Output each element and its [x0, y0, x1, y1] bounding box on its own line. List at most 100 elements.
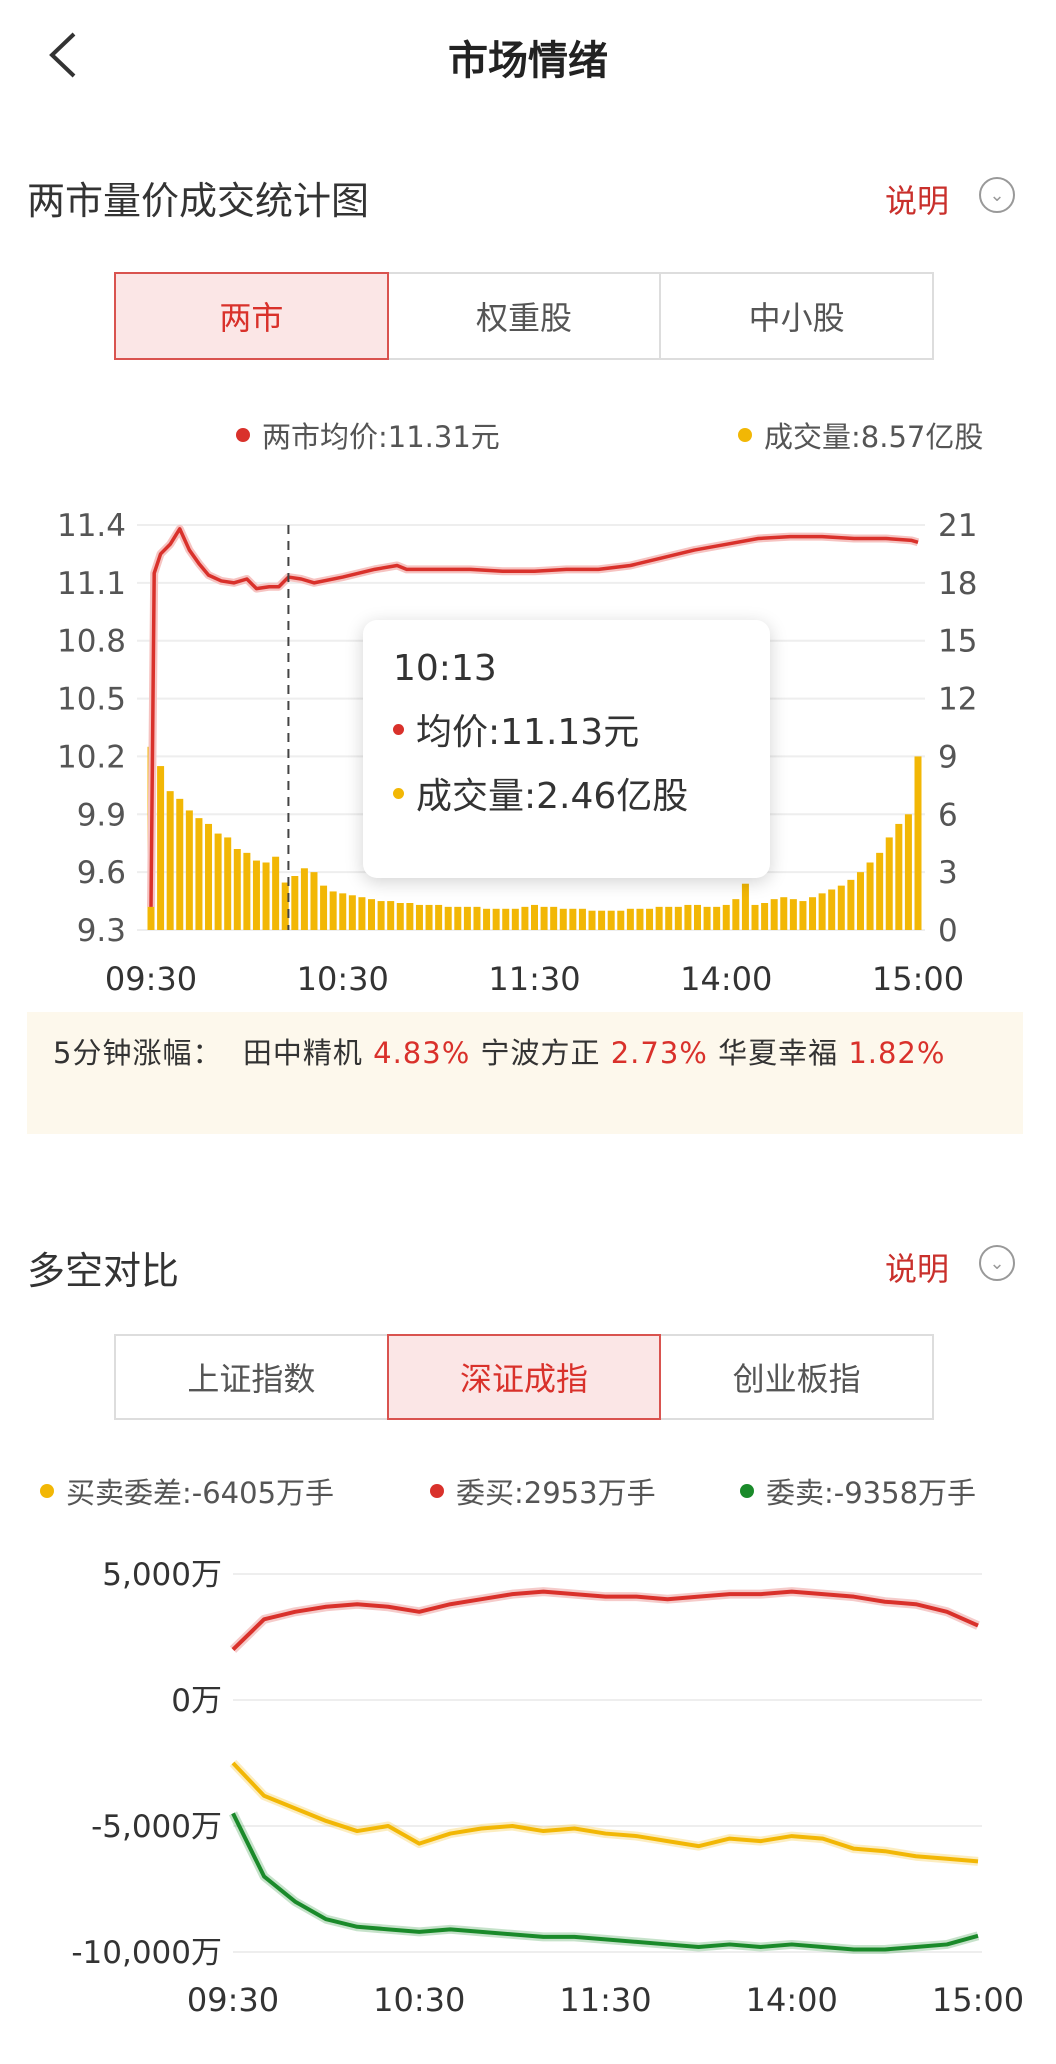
- x-tick-label: 11:30: [559, 1981, 651, 2019]
- volume-bar: [876, 852, 884, 930]
- gainer-change: 4.83%: [373, 1036, 471, 1070]
- five-minute-gainers-banner: 5分钟涨幅： 田中精机 4.83% 宁波方正 2.73% 华夏幸福 1.82%: [27, 1012, 1023, 1134]
- tab-two-markets[interactable]: 两市: [114, 272, 389, 360]
- volume-bar: [329, 891, 337, 930]
- y-left-tick-label: 9.3: [77, 913, 126, 949]
- y-left-tick-label: 10.5: [57, 682, 126, 718]
- volume-bar: [847, 879, 855, 930]
- volume-bar: [348, 895, 356, 930]
- section-title-volume-price: 两市量价成交统计图: [27, 179, 370, 223]
- volume-bar: [569, 908, 577, 930]
- volume-bar: [818, 893, 826, 930]
- volume-bar: [741, 883, 749, 930]
- volume-bar: [444, 906, 452, 930]
- y-left-tick-label: 9.9: [77, 797, 126, 833]
- volume-bar: [703, 906, 711, 930]
- volume-bar: [214, 833, 222, 930]
- volume-bar: [473, 906, 481, 930]
- volume-bar: [492, 908, 500, 930]
- y-right-tick-label: 0: [938, 913, 958, 949]
- tab-shanghai-index[interactable]: 上证指数: [114, 1334, 389, 1420]
- legend-price: 两市均价:11.31元: [236, 414, 500, 456]
- volume-bar: [665, 906, 673, 930]
- volume-bar: [521, 906, 529, 930]
- volume-bar: [598, 910, 606, 930]
- volume-price-chart[interactable]: 11.4 21 11.1 18 10.8 15 10.5 12 10.2 9 9.9 6 9.6 3 9.3…: [0, 0, 1056, 1010]
- y-right-tick-label: 18: [938, 566, 977, 602]
- gainer-name[interactable]: 田中精机: [242, 1036, 363, 1070]
- y-tick-label: 5,000万: [102, 1557, 222, 1593]
- volume-bar: [195, 818, 203, 930]
- chevron-down-icon[interactable]: ⌄: [979, 177, 1015, 213]
- y-right-tick-label: 15: [938, 624, 977, 660]
- gainer-change: 2.73%: [610, 1036, 708, 1070]
- volume-bar: [368, 899, 376, 930]
- chart-tooltip: 10:13 均价:11.13元 成交量:2.46亿股: [363, 620, 770, 878]
- volume-bar: [722, 904, 730, 930]
- gainer-name[interactable]: 宁波方正: [480, 1036, 601, 1070]
- long-short-chart[interactable]: 5,000万 0万 -5,000万 -10,000万 09:30 10:30 11:30 14…: [0, 1540, 1056, 2040]
- y-right-tick-label: 12: [938, 682, 977, 718]
- volume-bar: [732, 899, 740, 930]
- volume-bar: [358, 897, 366, 930]
- gainer-name[interactable]: 华夏幸福: [718, 1036, 839, 1070]
- volume-bar: [713, 906, 721, 930]
- chevron-down-icon[interactable]: ⌄: [979, 1245, 1015, 1281]
- volume-bar: [751, 904, 759, 930]
- volume-bar: [396, 903, 404, 930]
- y-left-tick-label: 10.8: [57, 624, 126, 660]
- y-tick-label: -5,000万: [91, 1809, 222, 1845]
- series-line-yellow: [231, 1761, 979, 1864]
- volume-bar: [540, 906, 548, 930]
- tab-shenzhen-index[interactable]: 深证成指: [386, 1334, 662, 1420]
- back-button[interactable]: [40, 28, 90, 82]
- section-title-long-short: 多空对比: [27, 1249, 180, 1293]
- volume-bar: [406, 903, 414, 930]
- volume-bar: [415, 904, 423, 930]
- volume-bar: [300, 868, 308, 930]
- x-tick-label: 09:30: [187, 1981, 279, 2019]
- banner-label: 5分钟涨幅：: [53, 1036, 223, 1070]
- volume-bar: [809, 897, 817, 930]
- y-left-tick-label: 11.1: [57, 566, 126, 602]
- volume-bar: [895, 823, 903, 930]
- volume-bar: [674, 906, 682, 930]
- explain-link[interactable]: 说明: [885, 182, 950, 220]
- legend-buy: 委买:2953万手: [430, 1470, 656, 1512]
- volume-bar: [339, 893, 347, 930]
- index-tabs: 上证指数 深证成指 创业板指: [114, 1334, 935, 1420]
- volume-bar: [693, 904, 701, 930]
- volume-bar: [320, 885, 328, 930]
- y-tick-label: -10,000万: [71, 1935, 222, 1971]
- volume-bar: [617, 910, 625, 930]
- volume-bar: [205, 823, 213, 930]
- page-title: 市场情绪: [448, 38, 608, 84]
- x-tick-label: 10:30: [297, 960, 389, 998]
- tab-chinext-index[interactable]: 创业板指: [659, 1334, 935, 1420]
- y-right-tick-label: 21: [938, 508, 977, 544]
- volume-bar: [157, 766, 165, 930]
- series-line-glow: [229, 1759, 979, 1866]
- legend-sell: 委卖:-9358万手: [740, 1470, 976, 1512]
- explain-link[interactable]: 说明: [885, 1250, 950, 1288]
- y-tick-label: 0万: [171, 1683, 222, 1719]
- green-dot-icon: [740, 1484, 754, 1498]
- volume-bar: [636, 908, 644, 930]
- volume-bar: [559, 908, 567, 930]
- x-tick-label: 15:00: [932, 1981, 1024, 2019]
- volume-bar: [780, 897, 788, 930]
- red-dot-icon: [430, 1484, 444, 1498]
- volume-bar: [233, 849, 241, 930]
- series-line-green: [231, 1812, 979, 1952]
- volume-bar: [252, 860, 260, 930]
- volume-bar: [224, 837, 232, 930]
- legend-diff: 买卖委差:-6405万手: [40, 1470, 334, 1512]
- volume-bar: [272, 856, 280, 930]
- tooltip-time: 10:13: [393, 648, 497, 689]
- tab-small-mid-stocks[interactable]: 中小股: [659, 272, 935, 360]
- volume-bar: [770, 899, 778, 930]
- y-left-tick-label: 9.6: [77, 855, 126, 891]
- volume-bar: [310, 872, 318, 930]
- x-tick-label: 10:30: [373, 1981, 465, 2019]
- volume-bar: [166, 791, 174, 930]
